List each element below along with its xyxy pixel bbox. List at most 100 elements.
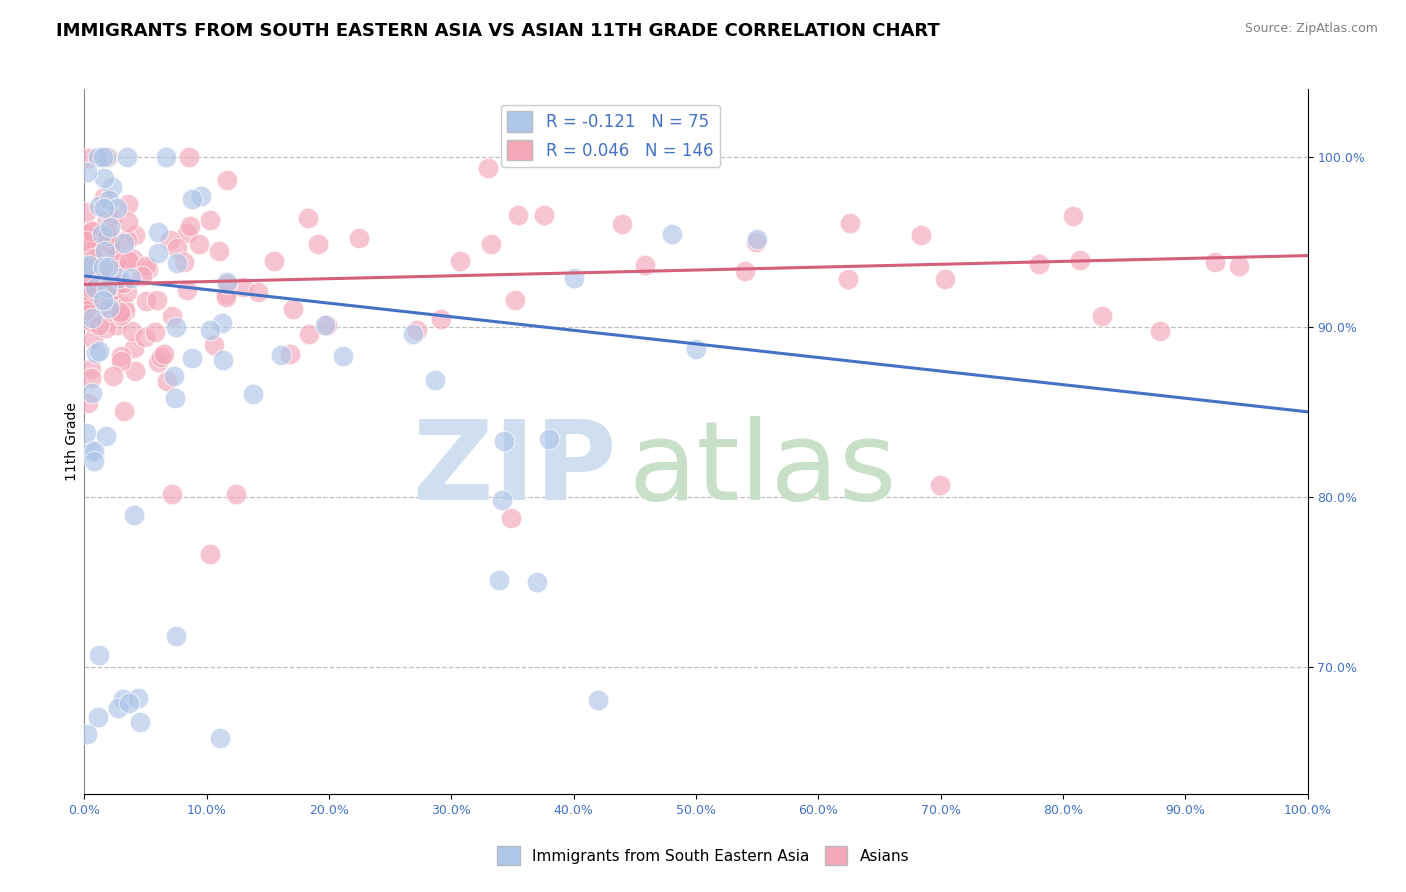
Point — [685, 342, 707, 356]
Point — [934, 271, 956, 285]
Point — [80, 281, 103, 295]
Point — [94, 321, 117, 335]
Point — [77, 151, 100, 165]
Point — [115, 150, 138, 164]
Point — [75, 303, 97, 318]
Point — [101, 304, 124, 318]
Point — [104, 243, 127, 257]
Point — [118, 696, 141, 710]
Point — [278, 347, 301, 361]
Point — [111, 276, 134, 290]
Point — [163, 368, 186, 383]
Point — [146, 355, 169, 369]
Point — [122, 508, 145, 523]
Point — [96, 280, 118, 294]
Point — [165, 629, 187, 643]
Point — [93, 201, 115, 215]
Point — [162, 486, 184, 500]
Point — [214, 290, 236, 304]
Point — [87, 150, 110, 164]
Point — [307, 237, 329, 252]
Point — [212, 352, 235, 367]
Point — [77, 396, 100, 410]
Point — [84, 305, 107, 319]
Point — [263, 254, 285, 268]
Point — [112, 235, 135, 250]
Point — [215, 277, 238, 292]
Point — [110, 308, 132, 322]
Point — [83, 454, 105, 468]
Point — [121, 324, 143, 338]
Point — [86, 258, 108, 272]
Point — [200, 213, 222, 227]
Point — [120, 270, 142, 285]
Point — [163, 391, 186, 405]
Point — [77, 242, 100, 256]
Point — [101, 283, 124, 297]
Point — [87, 199, 110, 213]
Point — [100, 276, 122, 290]
Point — [270, 348, 292, 362]
Point — [96, 228, 118, 243]
Point — [115, 233, 138, 247]
Point — [104, 277, 127, 292]
Point — [103, 233, 125, 247]
Point — [533, 208, 555, 222]
Point — [76, 727, 98, 741]
Point — [94, 244, 117, 258]
Point — [315, 318, 337, 332]
Point — [75, 299, 97, 313]
Point — [190, 189, 212, 203]
Point — [225, 486, 247, 500]
Point — [146, 225, 169, 239]
Point — [75, 228, 97, 243]
Point — [562, 270, 585, 285]
Point — [135, 294, 157, 309]
Point — [215, 287, 238, 301]
Point — [173, 255, 195, 269]
Point — [661, 227, 683, 242]
Point — [75, 234, 97, 248]
Point — [499, 510, 522, 524]
Point — [82, 332, 104, 346]
Point — [93, 170, 115, 185]
Point — [75, 238, 97, 252]
Point — [176, 227, 198, 241]
Point — [124, 227, 146, 242]
Point — [101, 211, 124, 225]
Point — [89, 295, 111, 310]
Point — [159, 233, 181, 247]
Point — [187, 236, 209, 251]
Point — [747, 231, 769, 245]
Point — [124, 364, 146, 378]
Point — [98, 301, 121, 315]
Point — [100, 237, 122, 252]
Point — [176, 283, 198, 297]
Point — [112, 692, 135, 706]
Point — [80, 386, 103, 401]
Point — [208, 731, 231, 745]
Point — [75, 425, 97, 440]
Point — [610, 217, 633, 231]
Point — [103, 369, 125, 384]
Point — [429, 312, 451, 326]
Point — [838, 216, 860, 230]
Point — [347, 231, 370, 245]
Point — [910, 228, 932, 243]
Point — [538, 432, 561, 446]
Point — [477, 161, 499, 176]
Point — [491, 493, 513, 508]
Point — [165, 320, 187, 334]
Point — [87, 344, 110, 359]
Y-axis label: 11th Grade: 11th Grade — [65, 402, 79, 481]
Point — [1062, 210, 1084, 224]
Text: Source: ZipAtlas.com: Source: ZipAtlas.com — [1244, 22, 1378, 36]
Point — [86, 710, 108, 724]
Point — [75, 267, 97, 281]
Point — [108, 271, 131, 285]
Point — [492, 434, 515, 449]
Point — [90, 271, 112, 285]
Point — [1149, 324, 1171, 338]
Point — [97, 260, 120, 274]
Point — [115, 252, 138, 267]
